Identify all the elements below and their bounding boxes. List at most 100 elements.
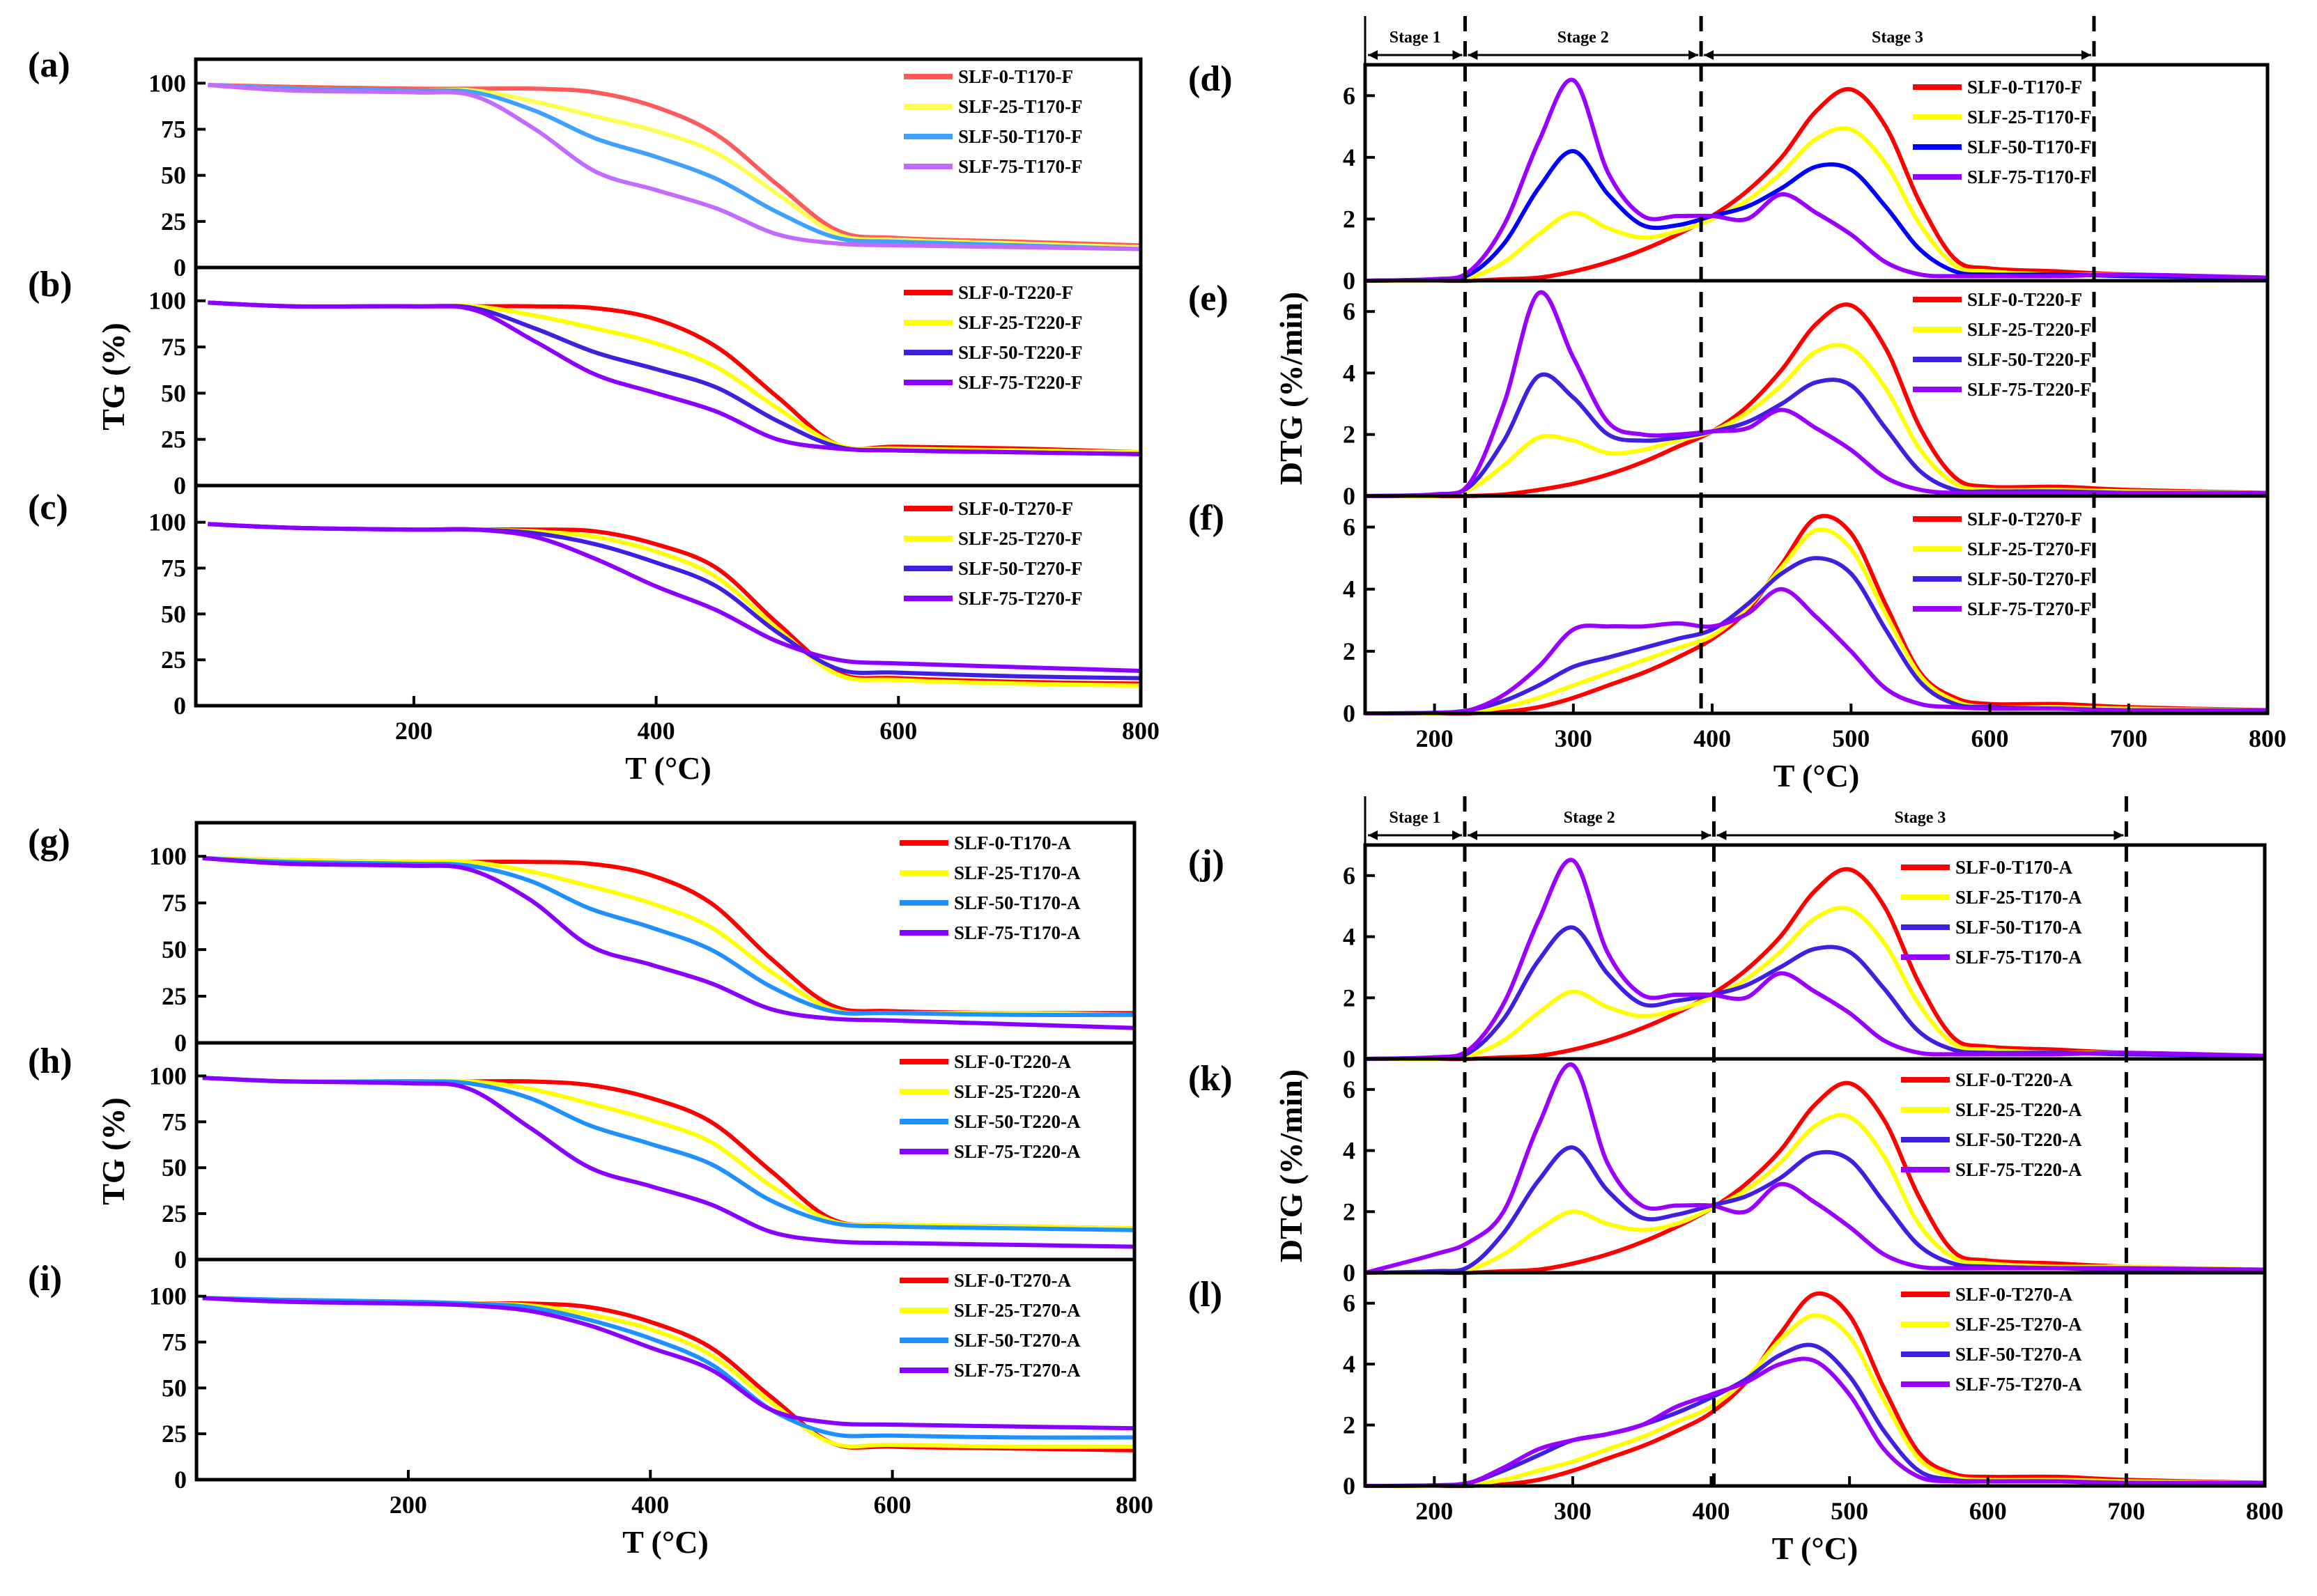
y-tick-label: 75	[161, 116, 186, 144]
legend-label: SLF-50-T220-A	[954, 1111, 1081, 1132]
legend-label: SLF-0-T170-A	[1955, 857, 2073, 878]
series-line-SLF-75-T170-A	[202, 855, 1135, 1030]
panel-label: (a)	[28, 45, 70, 85]
y-tick-label: 100	[149, 1062, 187, 1090]
panel-h: SLF-0-T220-A SLF-25-T220-A SLF-50-T220-A SL…	[28, 1041, 1137, 1273]
plot-frame	[194, 1257, 1137, 1482]
y-tick-label: 6	[1343, 513, 1355, 541]
y-tick-label: 75	[161, 333, 186, 361]
legend-label: SLF-75-T270-A	[1955, 1374, 2082, 1395]
y-axis-title: TG (%)	[95, 323, 131, 431]
legend-label: SLF-50-T220-A	[1955, 1129, 2082, 1150]
series-line-SLF-50-T270-A	[1364, 1342, 2265, 1488]
plot-frame	[1363, 1271, 2267, 1488]
legend-label: SLF-25-T220-F	[958, 312, 1083, 333]
series-line-SLF-50-T170-F	[1364, 149, 2268, 283]
legend-label: SLF-25-T270-F	[958, 528, 1083, 549]
y-tick-label: 50	[161, 600, 186, 628]
y-tick-label: 100	[148, 287, 186, 315]
y-tick-label: 2	[1343, 205, 1355, 233]
y-tick-label: 50	[162, 1154, 187, 1181]
y-tick-label: 75	[162, 889, 187, 917]
y-tick-label: 25	[162, 1420, 187, 1448]
legend-label: SLF-25-T270-F	[1967, 539, 2092, 559]
y-tick-label: 6	[1343, 862, 1355, 890]
x-tick-label: 800	[1122, 717, 1160, 745]
x-axis-title: T (°C)	[1772, 1531, 1858, 1566]
series-line-SLF-25-T170-F	[1364, 126, 2268, 284]
y-tick-label: 2	[1343, 984, 1355, 1012]
y-tick-label: 6	[1343, 297, 1355, 325]
y-tick-label: 0	[1343, 267, 1355, 295]
series-line-SLF-75-T220-F	[208, 300, 1141, 456]
legend-label: SLF-0-T220-A	[1955, 1069, 2073, 1090]
series-line-SLF-0-T220-F	[1365, 302, 2268, 499]
y-tick-label: 6	[1343, 1076, 1355, 1103]
x-tick-label: 300	[1555, 725, 1592, 752]
series-line-SLF-0-T220-A	[1364, 1080, 2265, 1276]
legend-label: SLF-25-T220-A	[1955, 1099, 2082, 1120]
legend-label: SLF-0-T270-A	[954, 1270, 1072, 1291]
series-line-SLF-50-T270-F	[1364, 556, 2268, 715]
series-line-SLF-25-T270-A	[1364, 1313, 2265, 1489]
panel-e: SLF-0-T220-F SLF-25-T220-F SLF-50-T220-F SL…	[1188, 279, 2270, 510]
y-tick-label: 25	[162, 1200, 187, 1227]
y-tick-label: 25	[161, 208, 186, 235]
y-tick-label: 4	[1343, 359, 1355, 387]
series-line-SLF-75-T220-F	[1364, 290, 2268, 498]
stage-label: Stage 3	[1894, 809, 1946, 827]
y-tick-label: 50	[161, 379, 186, 407]
plot-frame	[1363, 279, 2270, 498]
y-tick-label: 0	[174, 1246, 187, 1273]
y-tick-label: 0	[174, 1466, 187, 1494]
stage-label: Stage 2	[1557, 29, 1609, 47]
legend-label: SLF-50-T170-F	[958, 126, 1083, 147]
legend-label: SLF-75-T170-A	[954, 922, 1081, 943]
y-tick-label: 0	[1343, 1472, 1355, 1500]
y-tick-label: 0	[1343, 699, 1355, 727]
y-tick-label: 2	[1343, 421, 1355, 449]
series-line-SLF-75-T170-A	[1364, 858, 2265, 1061]
y-tick-label: 100	[148, 69, 186, 97]
series-line-SLF-25-T170-A	[1364, 906, 2265, 1062]
legend-label: SLF-0-T220-A	[954, 1051, 1072, 1072]
x-tick-label: 400	[1693, 1497, 1730, 1525]
series-line-SLF-25-T220-F	[1364, 343, 2268, 499]
series-line-SLF-0-T170-A	[1364, 867, 2265, 1062]
panel-label: (l)	[1188, 1275, 1222, 1315]
legend-label: SLF-25-T170-F	[958, 96, 1083, 117]
panel-label: (e)	[1188, 279, 1229, 318]
legend-label: SLF-25-T170-F	[1967, 107, 2092, 127]
series-line-SLF-75-T270-A	[202, 1296, 1135, 1431]
x-tick-label: 600	[874, 1491, 911, 1519]
legend-label: SLF-0-T170-F	[958, 66, 1073, 87]
legend-label: SLF-75-T270-F	[958, 588, 1083, 609]
legend-label: SLF-50-T220-F	[958, 342, 1083, 363]
x-axis-title: T (°C)	[622, 1524, 709, 1560]
x-tick-label: 200	[390, 1491, 427, 1519]
y-tick-label: 25	[161, 646, 186, 674]
stage-label: Stage 3	[1872, 29, 1923, 47]
series-line-SLF-75-T220-A	[202, 1076, 1135, 1249]
panel-a: SLF-0-T170-F SLF-25-T170-F SLF-50-T170-F SL…	[28, 45, 1143, 281]
legend-label: SLF-0-T220-F	[958, 282, 1073, 303]
x-tick-label: 200	[395, 717, 433, 745]
series-line-SLF-75-T270-A	[1364, 1356, 2265, 1488]
legend-label: SLF-75-T220-F	[1967, 379, 2092, 400]
y-tick-label: 75	[162, 1108, 187, 1136]
panel-l: SLF-0-T270-A SLF-25-T270-A SLF-50-T270-A SL…	[1188, 1271, 2284, 1566]
y-tick-label: 25	[161, 426, 186, 454]
plot-frame	[1363, 494, 2270, 715]
legend-label: SLF-50-T270-A	[954, 1330, 1081, 1351]
x-tick-label: 700	[2110, 725, 2148, 752]
y-tick-label: 2	[1343, 1198, 1355, 1225]
panel-label: (b)	[28, 265, 72, 304]
panel-b: SLF-0-T220-F SLF-25-T220-F SLF-50-T220-F SL…	[28, 265, 1143, 499]
legend-label: SLF-25-T220-F	[1967, 319, 2092, 340]
x-tick-label: 800	[1116, 1491, 1153, 1519]
x-tick-label: 800	[2249, 725, 2286, 752]
panel-label: (h)	[28, 1041, 72, 1081]
y-tick-label: 100	[149, 842, 187, 870]
series-line-SLF-75-T170-F	[1364, 77, 2268, 283]
panel-j: SLF-0-T170-A SLF-25-T170-A SLF-50-T170-A SL…	[1188, 843, 2267, 1073]
